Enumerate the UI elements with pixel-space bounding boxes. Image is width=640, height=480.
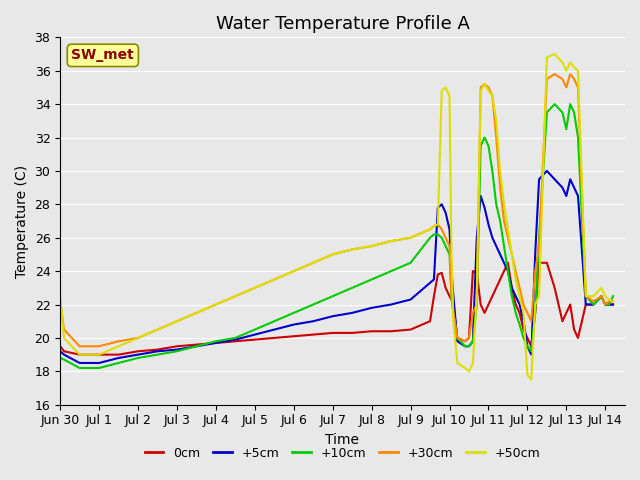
- Text: SW_met: SW_met: [72, 48, 134, 62]
- Title: Water Temperature Profile A: Water Temperature Profile A: [216, 15, 469, 33]
- Y-axis label: Temperature (C): Temperature (C): [15, 165, 29, 277]
- Legend: 0cm, +5cm, +10cm, +30cm, +50cm: 0cm, +5cm, +10cm, +30cm, +50cm: [140, 442, 545, 465]
- X-axis label: Time: Time: [326, 433, 360, 447]
